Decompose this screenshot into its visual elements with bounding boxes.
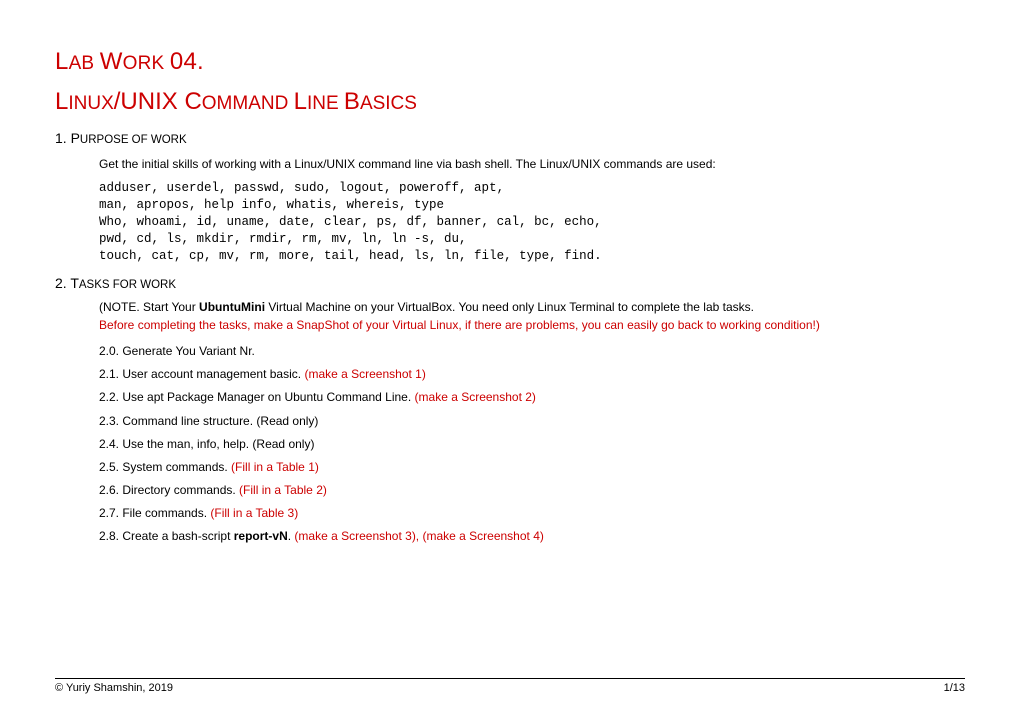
section-2-body: (NOTE. Start Your UbuntuMini Virtual Mac… bbox=[99, 299, 965, 545]
section-1-body: Get the initial skills of working with a… bbox=[99, 156, 965, 265]
doc-title-2: LINUX/UNIX COMMAND LINE BASICS bbox=[55, 88, 965, 116]
task-item: 2.1. User account management basic. (mak… bbox=[99, 366, 965, 382]
section2-pre: T bbox=[70, 275, 79, 291]
task-item: 2.4. Use the man, info, help. (Read only… bbox=[99, 436, 965, 452]
t2a: L bbox=[55, 88, 68, 115]
task-red: (Fill in a Table 2) bbox=[239, 483, 327, 497]
title1-cap-W: W bbox=[100, 48, 123, 75]
task-item: 2.3. Command line structure. (Read only) bbox=[99, 413, 965, 429]
section1-pre: P bbox=[71, 130, 80, 146]
title1-rest: AB bbox=[69, 53, 100, 74]
task-item: 2.2. Use apt Package Manager on Ubuntu C… bbox=[99, 389, 965, 405]
task-text: 2.1. User account management basic. bbox=[99, 367, 304, 381]
task-red: (make a Screenshot 1) bbox=[304, 367, 425, 381]
title1-rest2: ORK bbox=[123, 53, 170, 74]
note-bold: UbuntuMini bbox=[199, 300, 265, 314]
task-text: 2.3. Command line structure. (Read only) bbox=[99, 414, 318, 428]
commands-block: adduser, userdel, passwd, sudo, logout, … bbox=[99, 180, 965, 264]
section2-rest: ASKS FOR WORK bbox=[79, 279, 176, 291]
page: LAB WORK 04. LINUX/UNIX COMMAND LINE BAS… bbox=[0, 0, 1020, 720]
section-1-heading: 1. PURPOSE OF WORK bbox=[55, 130, 965, 146]
footer-right: 1/13 bbox=[944, 682, 965, 694]
section-2-heading: 2. TASKS FOR WORK bbox=[55, 275, 965, 291]
task-text: 2.7. File commands. bbox=[99, 506, 210, 520]
task-item: 2.0. Generate You Variant Nr. bbox=[99, 343, 965, 359]
task-item: 2.7. File commands. (Fill in a Table 3) bbox=[99, 505, 965, 521]
task-text: 2.0. Generate You Variant Nr. bbox=[99, 344, 255, 358]
task-red: (Fill in a Table 3) bbox=[210, 506, 298, 520]
t2c: /UNIX C bbox=[114, 88, 202, 115]
task-text: 2.6. Directory commands. bbox=[99, 483, 239, 497]
task-red: (make a Screenshot 2) bbox=[415, 390, 536, 404]
note-prefix: (NOTE. Start Your bbox=[99, 300, 199, 314]
task-text: 2.2. Use apt Package Manager on Ubuntu C… bbox=[99, 390, 415, 404]
task-text-pre: 2.8. Create a bash-script bbox=[99, 529, 234, 543]
footer-left: © Yuriy Shamshin, 2019 bbox=[55, 682, 173, 694]
t2e: L bbox=[294, 88, 307, 115]
task-item: 2.8. Create a bash-script report-vN. (ma… bbox=[99, 528, 965, 544]
note-line: (NOTE. Start Your UbuntuMini Virtual Mac… bbox=[99, 299, 965, 315]
task-bold: report-vN bbox=[234, 529, 288, 543]
section1-num: 1. bbox=[55, 130, 71, 146]
t2h: ASICS bbox=[360, 93, 417, 114]
task-text: 2.5. System commands. bbox=[99, 460, 231, 474]
note-red: Before completing the tasks, make a Snap… bbox=[99, 317, 965, 333]
title1-cap-L: L bbox=[55, 48, 69, 75]
note-suffix: Virtual Machine on your VirtualBox. You … bbox=[265, 300, 754, 314]
section1-rest: URPOSE OF WORK bbox=[80, 134, 187, 146]
section2-num: 2. bbox=[55, 275, 70, 291]
task-item: 2.6. Directory commands. (Fill in a Tabl… bbox=[99, 482, 965, 498]
t2f: INE bbox=[307, 93, 344, 114]
title1-num: 04. bbox=[170, 48, 204, 75]
t2b: INUX bbox=[68, 93, 113, 114]
task-list: 2.0. Generate You Variant Nr. 2.1. User … bbox=[99, 343, 965, 545]
t2d: OMMAND bbox=[202, 93, 294, 114]
task-red: (make a Screenshot 3), (make a Screensho… bbox=[294, 529, 543, 543]
task-item: 2.5. System commands. (Fill in a Table 1… bbox=[99, 459, 965, 475]
task-red: (Fill in a Table 1) bbox=[231, 460, 319, 474]
doc-title-1: LAB WORK 04. bbox=[55, 48, 965, 76]
t2g: B bbox=[344, 88, 360, 115]
page-footer: © Yuriy Shamshin, 2019 1/13 bbox=[55, 678, 965, 694]
purpose-intro: Get the initial skills of working with a… bbox=[99, 156, 965, 172]
task-text: 2.4. Use the man, info, help. (Read only… bbox=[99, 437, 314, 451]
